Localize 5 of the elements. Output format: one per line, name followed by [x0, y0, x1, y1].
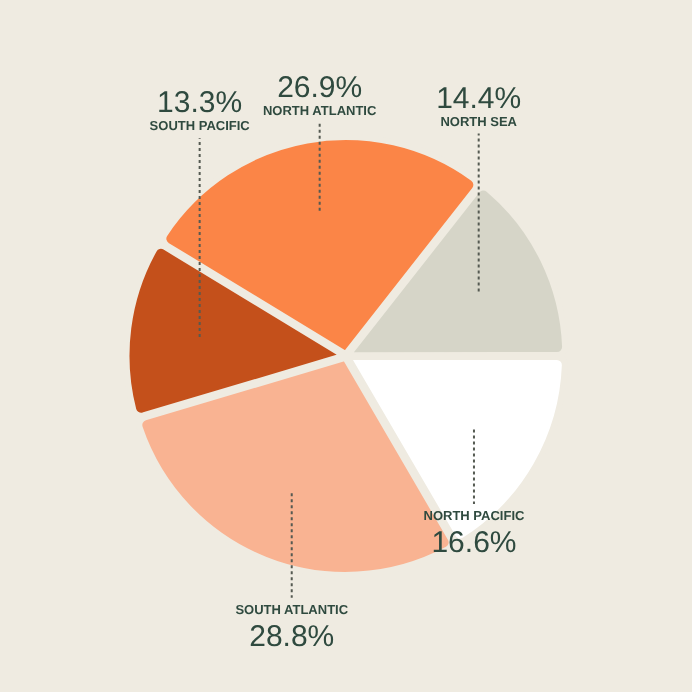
data-label: 16.6%: [431, 526, 517, 561]
data-label: 28.8%: [249, 619, 335, 654]
data-label: 13.3%: [157, 86, 243, 121]
data-label: 14.4%: [436, 81, 522, 116]
data-label: 26.9%: [277, 71, 363, 105]
